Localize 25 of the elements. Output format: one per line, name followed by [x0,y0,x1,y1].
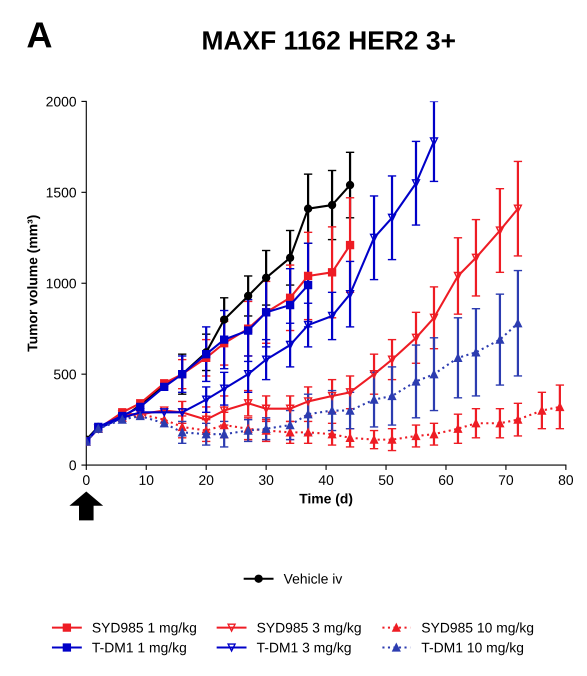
x-tick-label: 0 [82,475,90,486]
legend-label: Vehicle iv [284,574,342,584]
x-tick-label: 50 [378,475,394,486]
y-tick-label: 2000 [46,96,76,107]
x-tick-label: 20 [199,475,214,486]
text: A [27,22,52,48]
x-tick-label: 40 [318,475,334,486]
x-tick-label: 80 [558,475,574,486]
chart-title: MAXF 1162 HER2 3+ [203,31,455,50]
y-tick-label: 1000 [46,278,76,288]
x-axis-title: Time (d) [299,493,352,506]
y-tick-label: 1500 [46,188,76,198]
legend-label: SYD985 1 mg/kg [92,622,196,636]
legend-label: SYD985 3 mg/kg [257,622,361,636]
x-tick-label: 30 [258,475,274,486]
x-tick-label: 70 [498,475,514,486]
legend-label: T-DM1 1 mg/kg [92,642,186,656]
x-tick-label: 60 [438,475,454,486]
y-axis-title: Tumor volume (mm³) [27,215,40,352]
legend-label: T-DM1 3 mg/kg [256,642,351,656]
legend-label: SYD985 10 mg/kg [422,622,534,636]
x-tick-label: 10 [140,475,154,486]
legend-label: T-DM1 10 mg/kg [422,642,524,656]
y-tick-label: 500 [54,370,76,380]
y-tick-label: 0 [69,460,76,470]
